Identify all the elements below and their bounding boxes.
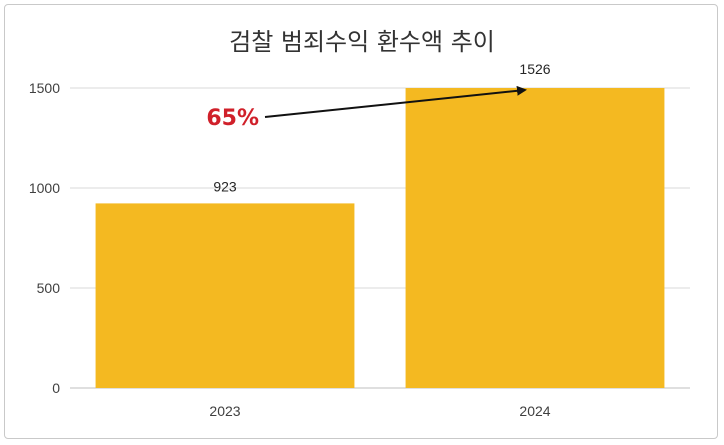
x-axis-ticks: 2023 2024 bbox=[209, 403, 550, 419]
bar-2024 bbox=[405, 88, 665, 388]
x-tick-label-2023: 2023 bbox=[209, 403, 240, 419]
growth-annotation: 65% bbox=[206, 85, 527, 131]
data-label-2024: 1526 bbox=[519, 61, 550, 77]
bar-2023 bbox=[95, 203, 355, 388]
y-tick-label: 0 bbox=[52, 380, 60, 396]
data-labels: 923 1526 bbox=[213, 61, 550, 194]
chart-title: 검찰 범죄수익 환수액 추이 bbox=[229, 28, 495, 56]
growth-arrow bbox=[264, 85, 527, 118]
data-label-2023: 923 bbox=[213, 178, 237, 194]
growth-percent-label: 65% bbox=[206, 106, 259, 131]
y-axis-ticks: 0 500 1000 1500 bbox=[29, 80, 60, 396]
y-tick-label: 1500 bbox=[29, 80, 60, 96]
bars bbox=[95, 88, 665, 388]
x-tick-label-2024: 2024 bbox=[519, 403, 550, 419]
y-tick-label: 1000 bbox=[29, 180, 60, 196]
y-tick-label: 500 bbox=[37, 280, 61, 296]
